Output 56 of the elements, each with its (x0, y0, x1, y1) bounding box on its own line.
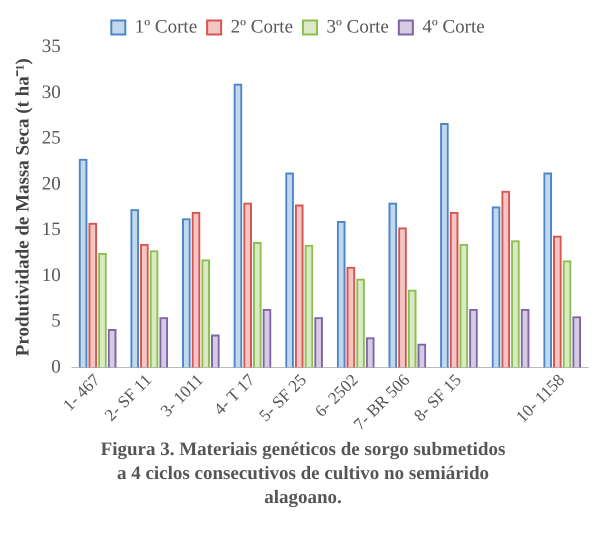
bar (262, 308, 272, 368)
legend-label: 2º Corte (230, 16, 294, 38)
bar (285, 172, 294, 368)
bar (469, 308, 478, 368)
bar (243, 202, 252, 368)
y-tick-label: 20 (42, 173, 61, 194)
y-tick-label: 5 (51, 310, 61, 332)
bar (182, 218, 191, 368)
bar (88, 222, 98, 368)
x-tick-label: 3- 1011 (156, 370, 207, 420)
bar (346, 266, 356, 368)
bar (108, 329, 116, 368)
bar (501, 190, 510, 368)
bar (388, 202, 398, 368)
bar (511, 240, 520, 368)
bar (294, 204, 304, 368)
bar (130, 209, 140, 368)
legend-label: 3º Corte (326, 16, 389, 38)
legend-label: 1º Corte (134, 16, 198, 38)
bar (440, 123, 449, 368)
bar (150, 250, 158, 368)
bar (211, 334, 220, 368)
bar (201, 259, 210, 368)
legend-label: 4º Corte (422, 16, 485, 38)
bar (192, 212, 200, 368)
bar (314, 317, 323, 368)
y-tick-label: 30 (42, 82, 61, 103)
bar (417, 344, 426, 368)
bar (78, 158, 88, 368)
bar (356, 278, 365, 368)
bar (572, 316, 582, 368)
bar (450, 212, 458, 368)
bar (459, 244, 468, 368)
bar (252, 242, 262, 368)
bar (366, 337, 375, 368)
bar (408, 290, 417, 368)
y-tick-label: 0 (51, 356, 61, 378)
bar (398, 227, 407, 368)
y-tick-label: 10 (42, 264, 61, 286)
x-tick-label: 8- SF 15 (410, 370, 465, 426)
bar (543, 172, 552, 368)
bar (562, 260, 572, 368)
y-tick-label: 35 (42, 36, 61, 57)
bar (520, 308, 530, 368)
bar (234, 84, 242, 368)
bar (140, 244, 149, 368)
bar (304, 244, 314, 368)
y-tick-label: 25 (42, 128, 61, 149)
y-tick-label: 15 (42, 219, 61, 240)
bar (552, 236, 562, 368)
bar (98, 253, 107, 368)
bar (492, 206, 500, 368)
bar (159, 317, 168, 368)
bar (336, 220, 346, 368)
text: Figura 3. Materiais genéticos de sorgo submetidos a 4 ciclos consecutivos de cultivo no semiárido alagoano. (100, 438, 506, 510)
y-axis-title: Produtividade de Massa Seca (t ha⁻¹) (12, 58, 34, 356)
